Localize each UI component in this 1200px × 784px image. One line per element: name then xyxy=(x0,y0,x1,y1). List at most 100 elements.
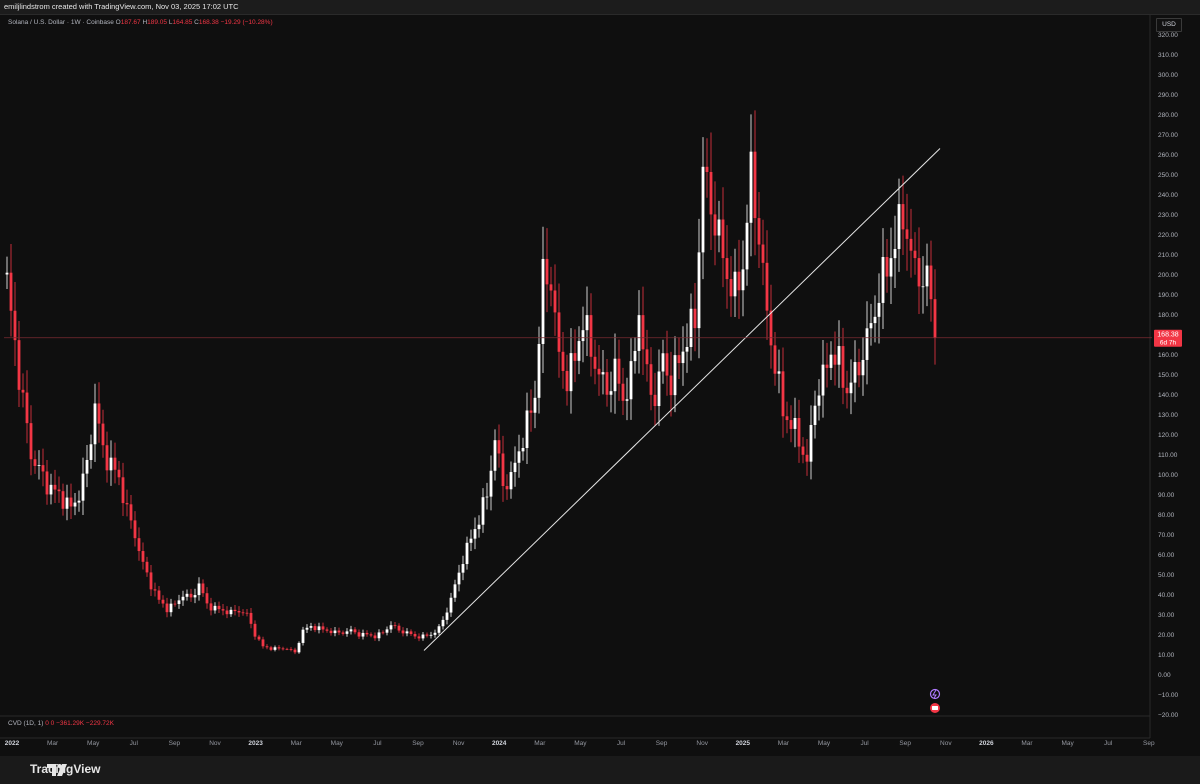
candle-body xyxy=(529,410,533,413)
candle-body xyxy=(441,619,445,627)
candle-body xyxy=(489,470,493,497)
time-axis[interactable]: 2022 Mar May Jul Sep Nov 2023 Mar May Jul Sep Nov 20… xyxy=(0,715,1155,747)
candle-body xyxy=(621,383,625,401)
candle-body xyxy=(625,399,629,401)
candle-body xyxy=(285,648,289,650)
candle-body xyxy=(265,646,269,648)
candle-body xyxy=(173,603,177,605)
price-tick-label: 310.00 xyxy=(1158,52,1178,59)
time-tick-label: 2025 xyxy=(736,740,751,747)
candle-body xyxy=(309,626,313,628)
candle-body xyxy=(401,630,405,634)
candle-body xyxy=(565,370,569,392)
lightning-event-icon xyxy=(929,688,941,700)
time-tick-label: Jul xyxy=(373,740,382,747)
candle-body xyxy=(661,353,665,372)
time-tick-label: 2026 xyxy=(979,740,994,747)
time-tick-label: 2022 xyxy=(5,740,20,747)
candle-body xyxy=(69,497,73,507)
candle-body xyxy=(797,418,801,447)
flag-icon xyxy=(932,706,938,710)
candle-body xyxy=(433,632,437,635)
candle-body xyxy=(149,572,153,590)
price-chart[interactable]: 320.00 310.00 300.00 290.00 280.00 270.00 260.… xyxy=(0,0,1200,756)
candle-body xyxy=(921,286,925,288)
time-tick-label: May xyxy=(574,740,587,747)
candle-body xyxy=(597,368,601,375)
candle-body xyxy=(293,649,297,653)
symbol-name[interactable]: Solana / U.S. Dollar · 1W · Coinbase xyxy=(8,19,114,26)
price-tick-label: 20.00 xyxy=(1158,632,1175,639)
price-tick-label: 210.00 xyxy=(1158,252,1178,259)
candle-body xyxy=(337,630,341,633)
candle-body xyxy=(253,623,257,637)
candle-body xyxy=(909,238,913,251)
time-tick-label: Sep xyxy=(656,740,668,747)
price-tick-label: 240.00 xyxy=(1158,192,1178,199)
candle-body xyxy=(901,204,905,230)
candle-body xyxy=(825,364,829,368)
candles-layer xyxy=(5,110,937,655)
candle-body xyxy=(869,323,873,329)
candle-body xyxy=(333,630,337,634)
candle-body xyxy=(81,473,85,501)
candle-body xyxy=(381,632,385,634)
candle-body xyxy=(925,265,929,287)
cvd-label[interactable]: CVD (1D, 1) xyxy=(8,720,44,727)
chart-icons[interactable] xyxy=(929,688,941,714)
candle-body xyxy=(805,454,809,462)
candle-body xyxy=(833,354,837,365)
candle-body xyxy=(737,271,741,291)
candle-body xyxy=(889,258,893,277)
candle-body xyxy=(113,457,117,470)
candle-body xyxy=(205,593,209,604)
candle-body xyxy=(685,346,689,352)
candle-body xyxy=(657,371,661,407)
cvd-legend[interactable]: CVD (1D, 1) 0 0 −361.29K −229.72K xyxy=(8,720,114,727)
symbol-legend[interactable]: Solana / U.S. Dollar · 1W · Coinbase O18… xyxy=(8,19,273,26)
currency-selector[interactable]: USD xyxy=(1156,18,1182,32)
tradingview-logo-icon[interactable] xyxy=(8,762,108,778)
candle-body xyxy=(409,631,413,635)
candle-body xyxy=(29,423,33,460)
candle-body xyxy=(481,497,485,525)
candle-body xyxy=(357,632,361,637)
time-tick-label: May xyxy=(87,740,100,747)
price-tick-label: 0.00 xyxy=(1158,672,1171,679)
candle-body xyxy=(45,471,49,495)
candle-body xyxy=(369,634,373,636)
price-tick-label: 320.00 xyxy=(1158,32,1178,39)
candle-body xyxy=(857,362,861,376)
candle-body xyxy=(273,647,277,650)
candle-body xyxy=(117,469,121,478)
cvd-value-4: −229.72K xyxy=(85,720,114,727)
candle-body xyxy=(145,561,149,573)
trendline-layer[interactable] xyxy=(423,148,941,651)
candle-body xyxy=(601,372,605,375)
candle-body xyxy=(617,358,621,384)
candle-body xyxy=(633,350,637,362)
candle-body xyxy=(873,316,877,324)
candle-body xyxy=(653,394,657,407)
price-tick-label: 40.00 xyxy=(1158,592,1175,599)
candle-body xyxy=(809,424,813,462)
candle-body xyxy=(241,612,245,614)
tradingview-brand[interactable]: TradingView xyxy=(30,762,101,776)
price-tick-label: −10.00 xyxy=(1158,692,1178,699)
candle-body xyxy=(417,636,421,639)
candle-body xyxy=(573,353,577,361)
time-tick-label: Sep xyxy=(169,740,181,747)
candle-body xyxy=(645,349,649,365)
price-tick-label: 50.00 xyxy=(1158,572,1175,579)
candle-body xyxy=(585,315,589,331)
candle-body xyxy=(305,627,309,630)
candle-body xyxy=(33,459,37,466)
price-tick-label: 70.00 xyxy=(1158,532,1175,539)
candle-body xyxy=(129,504,133,521)
time-tick-label: May xyxy=(331,740,344,747)
price-axis[interactable]: 320.00 310.00 300.00 290.00 280.00 270.00 260.… xyxy=(1149,15,1178,738)
candle-body xyxy=(677,355,681,364)
candle-body xyxy=(5,272,9,275)
candle-body xyxy=(577,341,581,361)
candle-body xyxy=(425,634,429,636)
